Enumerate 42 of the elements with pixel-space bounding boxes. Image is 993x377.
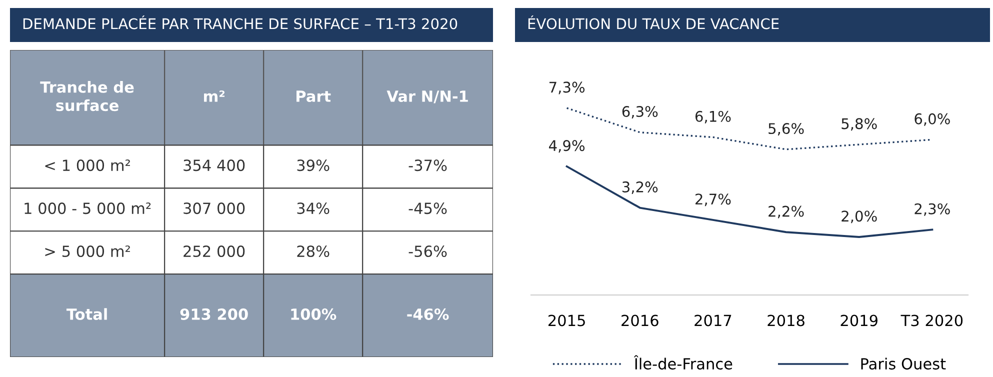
- x-tick-label: T3 2020: [900, 314, 963, 326]
- category-label: Tranche de surface: [40, 81, 134, 112]
- x-tick-label: 2019: [840, 314, 878, 326]
- data-label: 6,1%: [695, 110, 731, 124]
- data-label: 7,3%: [549, 82, 585, 94]
- text: 39%: [297, 160, 330, 172]
- text: > 5 000 m²: [45, 245, 130, 258]
- text: 28%: [297, 245, 330, 258]
- legend-label: Paris Ouest: [861, 358, 946, 370]
- category-label: m²: [204, 90, 225, 102]
- text: -56%: [408, 245, 447, 258]
- data-label: 5,6%: [768, 123, 804, 136]
- text: < 1 000 m²: [45, 160, 130, 172]
- text: -45%: [408, 202, 447, 214]
- data-label: 6,3%: [622, 106, 658, 119]
- data-label: 2,2%: [768, 206, 804, 218]
- data-label: 4,9%: [548, 140, 585, 153]
- text: Total: [66, 308, 107, 320]
- x-tick-label: 2018: [768, 314, 804, 326]
- chart-title: ÉVOLUTION DU TAUX DE VACANCE: [528, 16, 779, 30]
- text: -46%: [407, 308, 449, 320]
- text: 307 000: [184, 202, 245, 214]
- text: 354 400: [184, 160, 245, 172]
- text: 34%: [297, 202, 330, 214]
- x-tick-label: 2017: [694, 314, 732, 326]
- category-label: Var N/N-1: [386, 90, 468, 104]
- data-label: 2,0%: [842, 210, 877, 224]
- text: -37%: [408, 160, 447, 172]
- x-tick-label: 2015: [548, 314, 585, 326]
- data-label: 5,8%: [842, 118, 877, 131]
- data-label: 6,0%: [914, 113, 950, 126]
- text: 252 000: [184, 245, 245, 258]
- data-label: 2,7%: [696, 194, 731, 206]
- x-tick-label: 2016: [622, 314, 658, 326]
- text: DEMANDE PLACÉE PAR TRANCHE DE SURFACE – T1-T3 2020: [23, 16, 458, 30]
- text: 1 000 - 5 000 m²: [24, 202, 151, 214]
- text: 100%: [291, 308, 336, 320]
- data-label: 2,3%: [914, 203, 950, 216]
- category-label: Part: [296, 90, 331, 102]
- legend-label: Île-de-France: [634, 355, 732, 370]
- text: 913 200: [180, 308, 248, 320]
- data-label: 3,2%: [622, 181, 658, 194]
